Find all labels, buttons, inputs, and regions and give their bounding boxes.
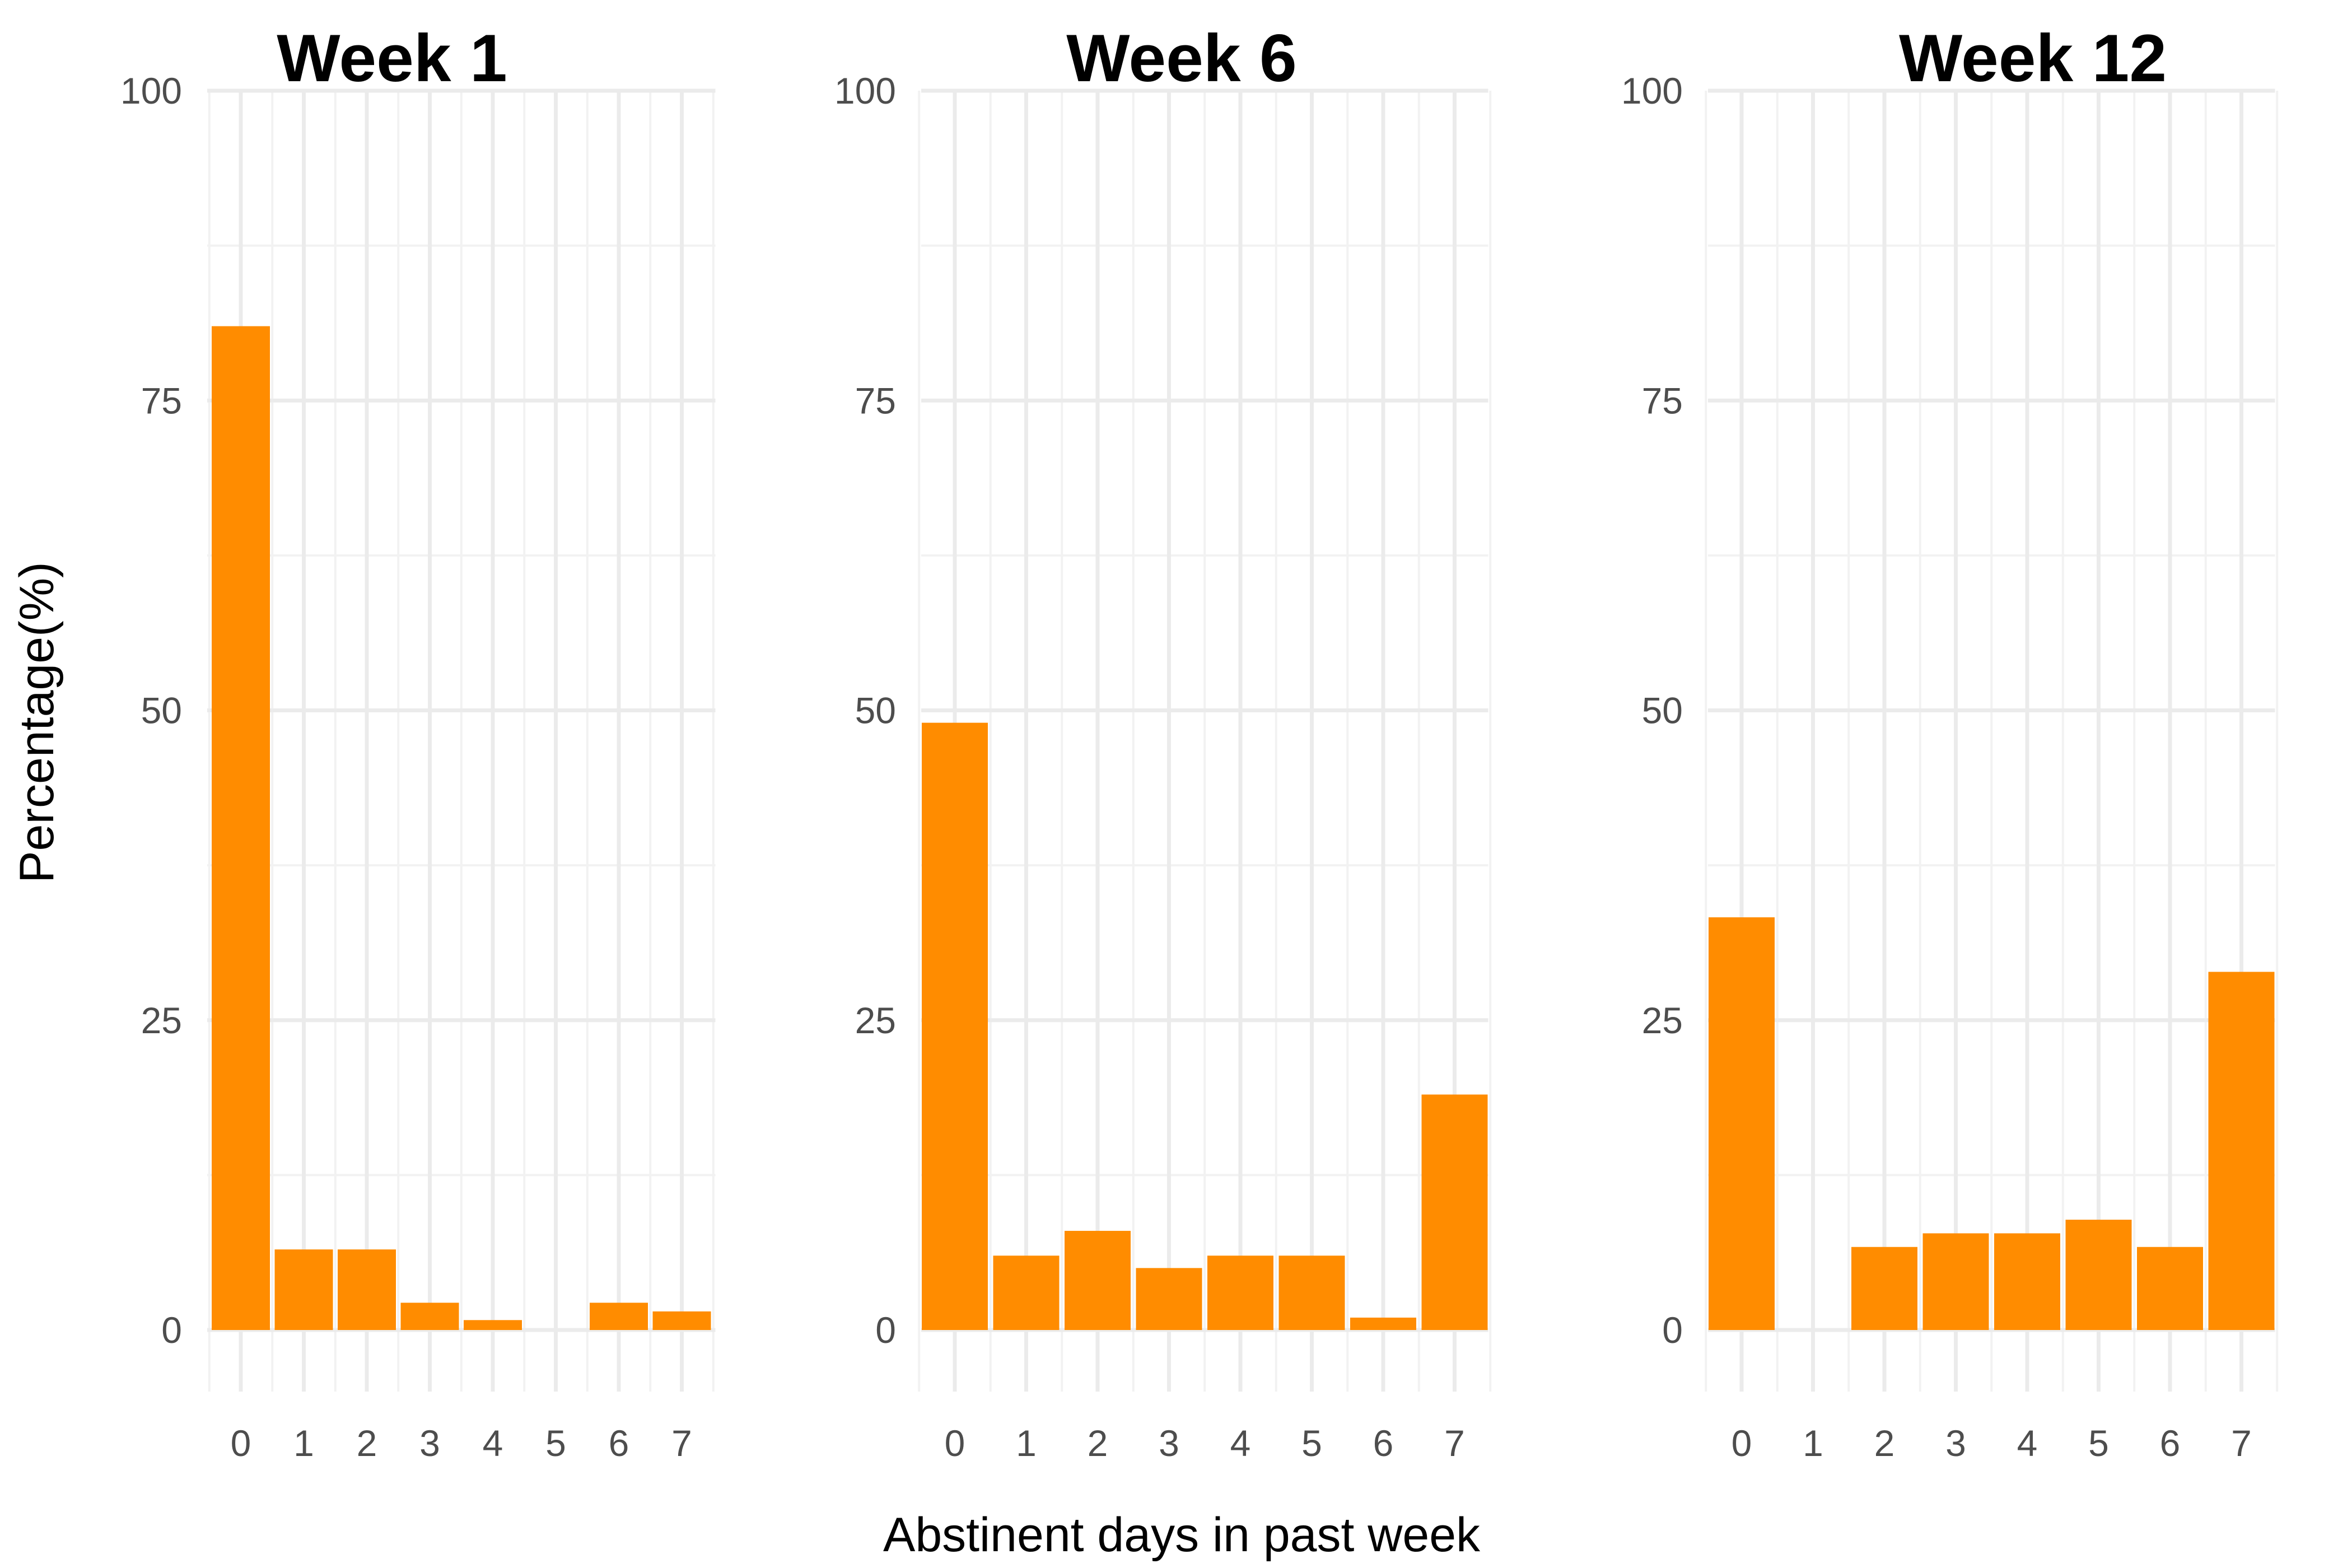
- bar-3: [1922, 1233, 1989, 1330]
- y-tick-label: 50: [855, 690, 896, 731]
- bar-2: [338, 1249, 396, 1330]
- x-tick-label: 5: [1301, 1422, 1322, 1464]
- bar-5: [1278, 1256, 1345, 1330]
- bar-7: [1421, 1094, 1488, 1330]
- x-tick-label: 0: [231, 1422, 251, 1464]
- y-tick-label: 0: [875, 1309, 896, 1351]
- bar-1: [274, 1249, 333, 1330]
- x-tick-label: 5: [2088, 1422, 2109, 1464]
- y-tick-label: 75: [141, 380, 182, 421]
- x-tick-label: 1: [1016, 1422, 1037, 1464]
- x-tick-label: 1: [1803, 1422, 1823, 1464]
- bar-0: [922, 722, 988, 1330]
- y-tick-label: 50: [1642, 690, 1683, 731]
- x-tick-label: 1: [293, 1422, 314, 1464]
- x-tick-label: 0: [1732, 1422, 1752, 1464]
- x-tick-label: 2: [1088, 1422, 1108, 1464]
- y-tick-label: 100: [834, 70, 896, 111]
- x-tick-label: 6: [2160, 1422, 2181, 1464]
- bar-4: [1207, 1256, 1273, 1330]
- x-tick-label: 7: [2231, 1422, 2252, 1464]
- x-tick-label: 2: [357, 1422, 377, 1464]
- x-tick-label: 3: [1159, 1422, 1179, 1464]
- y-axis-label: Percentage(%): [10, 562, 64, 883]
- y-tick-label: 100: [120, 70, 182, 111]
- x-tick-label: 5: [545, 1422, 566, 1464]
- y-tick-label: 50: [141, 690, 182, 731]
- y-tick-label: 25: [141, 1000, 182, 1041]
- bar-4: [464, 1320, 522, 1330]
- y-tick-label: 0: [1662, 1309, 1683, 1351]
- y-tick-label: 75: [1642, 380, 1683, 421]
- bar-2: [1065, 1230, 1131, 1330]
- x-tick-label: 6: [609, 1422, 629, 1464]
- x-tick-label: 3: [419, 1422, 440, 1464]
- bar-0: [1709, 917, 1775, 1330]
- bar-3: [400, 1303, 459, 1330]
- x-tick-label: 4: [1230, 1422, 1251, 1464]
- y-tick-label: 0: [161, 1309, 182, 1351]
- bar-4: [1994, 1233, 2060, 1330]
- bar-6: [1350, 1317, 1416, 1330]
- panel-title: Week 6: [1066, 21, 1296, 96]
- x-tick-label: 6: [1373, 1422, 1394, 1464]
- panel-week-6: 0 25 50 75 100 0 1 2 3 4 5 6 7 Week 6: [834, 21, 1492, 1464]
- panel-week-12: 0 25 50 75 100 0 1 2 3 4 5 6 7 Week 12: [1621, 21, 2279, 1464]
- bar-1: [993, 1256, 1060, 1330]
- x-tick-label: 4: [2017, 1422, 2038, 1464]
- x-axis-label: Abstinent days in past week: [883, 1508, 1481, 1562]
- x-tick-label: 7: [671, 1422, 692, 1464]
- panel-title: Week 1: [277, 21, 507, 96]
- y-tick-label: 25: [855, 1000, 896, 1041]
- x-tick-label: 4: [483, 1422, 503, 1464]
- x-tick-label: 7: [1444, 1422, 1465, 1464]
- x-tick-label: 3: [1945, 1422, 1966, 1464]
- y-tick-label: 100: [1621, 70, 1683, 111]
- panel-title: Week 12: [1899, 21, 2167, 96]
- bar-7: [652, 1311, 711, 1330]
- bar-2: [1851, 1247, 1917, 1330]
- bar-7: [2208, 972, 2275, 1330]
- x-tick-label: 2: [1874, 1422, 1895, 1464]
- x-tick-label: 0: [945, 1422, 965, 1464]
- bar-6: [2137, 1247, 2203, 1330]
- y-tick-label: 25: [1642, 1000, 1683, 1041]
- bar-0: [212, 326, 270, 1330]
- bar-6: [590, 1303, 648, 1330]
- bar-3: [1136, 1268, 1202, 1330]
- y-tick-label: 75: [855, 380, 896, 421]
- bar-5: [2065, 1220, 2132, 1330]
